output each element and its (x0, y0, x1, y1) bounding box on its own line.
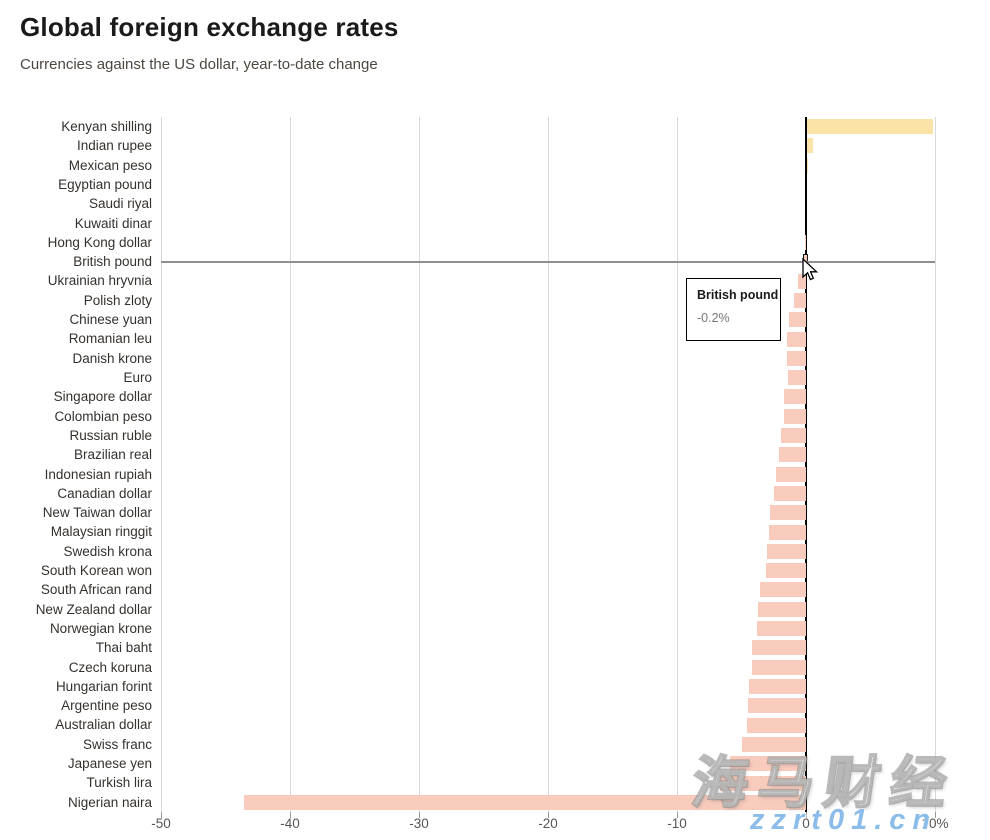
category-label: Australian dollar (55, 717, 152, 733)
bar[interactable] (751, 659, 806, 675)
gridline (547, 117, 549, 812)
category-label: Thai baht (95, 640, 152, 656)
gridline (418, 117, 420, 812)
bar[interactable] (807, 157, 809, 173)
axis-tick (676, 812, 678, 818)
category-label: Mexican peso (68, 157, 152, 173)
x-axis-tick-label: -20 (538, 816, 558, 831)
bar[interactable] (741, 736, 806, 752)
mouse-cursor-icon (802, 257, 819, 281)
gridline (934, 117, 936, 812)
bar[interactable] (243, 794, 806, 810)
axis-tick (160, 812, 162, 818)
zero-line (805, 117, 807, 812)
x-axis-tick-label: 10% (921, 816, 949, 831)
bar[interactable] (804, 234, 806, 250)
bar[interactable] (747, 698, 806, 714)
watermark-site: zzrt01.cn (750, 804, 938, 836)
category-label: Egyptian pound (58, 176, 152, 192)
bar[interactable] (776, 466, 806, 482)
axis-tick (418, 812, 420, 818)
category-label: British pound (73, 254, 152, 270)
bar[interactable] (767, 543, 806, 559)
category-label: Swedish krona (63, 543, 152, 559)
x-axis-tick-label: -50 (151, 816, 171, 831)
bar[interactable] (751, 640, 806, 656)
bar[interactable] (729, 756, 806, 772)
bar[interactable] (784, 408, 806, 424)
category-label: South Korean won (40, 563, 152, 579)
bar[interactable] (781, 428, 806, 444)
category-label: Canadian dollar (57, 485, 152, 501)
tooltip-value: -0.2% (697, 311, 730, 325)
page-subtitle: Currencies against the US dollar, year-t… (20, 56, 378, 73)
category-label: Ukrainian hryvnia (47, 273, 152, 289)
category-label: Argentine peso (61, 698, 152, 714)
bar[interactable] (778, 447, 806, 463)
bar[interactable] (773, 485, 806, 501)
tooltip: British pound -0.2% (686, 278, 781, 341)
x-axis-tick-label: -40 (280, 816, 300, 831)
bar[interactable] (807, 138, 814, 154)
category-label: Japanese yen (67, 756, 152, 772)
category-label: Indian rupee (76, 138, 152, 154)
bar[interactable] (768, 524, 806, 540)
bar[interactable] (798, 273, 806, 289)
category-label: Chinese yuan (69, 312, 152, 328)
category-label: Kuwaiti dinar (74, 215, 152, 231)
category-label: Hong Kong dollar (47, 234, 152, 250)
axis-tick (934, 812, 936, 818)
bar[interactable] (769, 505, 806, 521)
category-label: Nigerian naira (67, 794, 152, 810)
category-label: Danish krone (72, 350, 152, 366)
x-axis-tick-label: -10 (667, 816, 687, 831)
bar[interactable] (759, 582, 806, 598)
category-label: Turkish lira (86, 775, 152, 791)
bar[interactable] (746, 717, 806, 733)
category-label: Saudi riyal (88, 196, 152, 212)
category-label: Swiss franc (82, 736, 152, 752)
bar[interactable] (756, 621, 806, 637)
category-label: Singapore dollar (53, 389, 152, 405)
axis-tick (805, 812, 807, 818)
tooltip-title: British pound (697, 288, 779, 302)
bar[interactable] (784, 389, 806, 405)
hover-guide-line (161, 260, 935, 263)
category-label: Indonesian rupiah (44, 466, 152, 482)
bar[interactable] (758, 601, 806, 617)
axis-tick (547, 812, 549, 818)
x-axis-tick-label: -30 (409, 816, 429, 831)
bar[interactable] (749, 679, 806, 694)
bar[interactable] (807, 119, 934, 135)
gridline (160, 117, 162, 812)
bar[interactable] (786, 331, 806, 347)
category-label: Polish zloty (83, 292, 152, 308)
gridline (676, 117, 678, 812)
bar[interactable] (789, 312, 806, 328)
x-axis-tick-label: 0 (802, 816, 810, 831)
category-label: Russian ruble (69, 427, 152, 443)
category-label: New Zealand dollar (35, 601, 152, 617)
bar[interactable] (786, 350, 806, 366)
category-label: Euro (123, 369, 152, 385)
category-label: Czech koruna (68, 659, 152, 675)
category-label: New Taiwan dollar (42, 505, 152, 521)
category-label: Brazilian real (73, 447, 152, 463)
category-label: Malaysian ringgit (50, 524, 152, 540)
gridline (289, 117, 291, 812)
page-title: Global foreign exchange rates (20, 12, 399, 42)
axis-tick (289, 812, 291, 818)
category-label: Norwegian krone (49, 620, 152, 636)
bar[interactable] (766, 563, 806, 579)
category-label: Hungarian forint (55, 678, 152, 694)
category-label: Romanian leu (68, 331, 152, 347)
category-label: Kenyan shilling (61, 119, 152, 134)
bar[interactable] (719, 775, 806, 791)
bar[interactable] (787, 370, 806, 386)
category-label: Colombian peso (54, 408, 152, 424)
category-label: South African rand (40, 582, 152, 598)
bar[interactable] (794, 292, 806, 308)
